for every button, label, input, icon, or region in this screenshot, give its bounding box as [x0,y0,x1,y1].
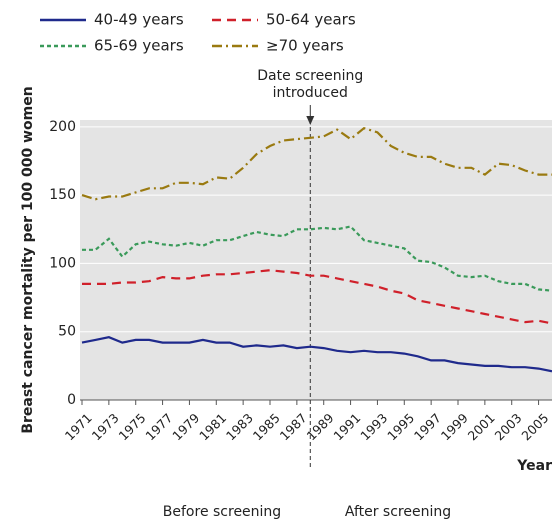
annotation: introduced [273,85,348,101]
x-tick-label: 1993 [357,410,390,443]
x-tick-label: 2003 [492,410,525,443]
y-tick-label: 50 [58,324,76,340]
region-label: After screening [345,504,451,520]
x-tick-label: 1989 [304,410,337,443]
x-tick-label: 1985 [250,410,283,443]
x-tick-label: 1971 [62,410,95,443]
x-tick-label: 1995 [384,410,417,443]
annotation-arrowhead [306,116,315,125]
region-label: Before screening [163,504,281,520]
series-line [82,269,552,325]
x-tick-label: 1997 [411,410,444,443]
legend-label: ≥70 years [266,37,344,55]
legend-label: 40-49 years [94,11,184,29]
plot-background [80,120,552,400]
x-tick-label: 1979 [169,410,202,443]
y-axis-label: Breast cancer mortality per 100 000 wome… [20,86,36,433]
x-tick-label: 1975 [116,410,149,443]
series-line [82,225,552,292]
annotation: Date screening [257,68,363,84]
x-axis-label: Year [516,458,552,474]
x-tick-label: 1983 [223,410,256,443]
x-tick-label: 1987 [277,410,310,443]
x-tick-label: 1981 [196,410,229,443]
x-tick-label: 1999 [438,410,471,443]
y-tick-label: 100 [49,255,76,271]
x-tick-label: 1977 [142,410,175,443]
legend-label: 65-69 years [94,37,184,55]
y-tick-label: 200 [49,119,76,135]
y-tick-label: 0 [67,392,76,408]
x-tick-label: 1991 [330,410,363,443]
y-tick-label: 150 [49,187,76,203]
legend-label: 50-64 years [266,11,356,29]
x-tick-label: 1973 [89,410,122,443]
x-tick-label: 2001 [465,410,498,443]
series-line [81,336,552,373]
x-tick-label: 2005 [518,410,551,443]
series-line [81,126,552,201]
